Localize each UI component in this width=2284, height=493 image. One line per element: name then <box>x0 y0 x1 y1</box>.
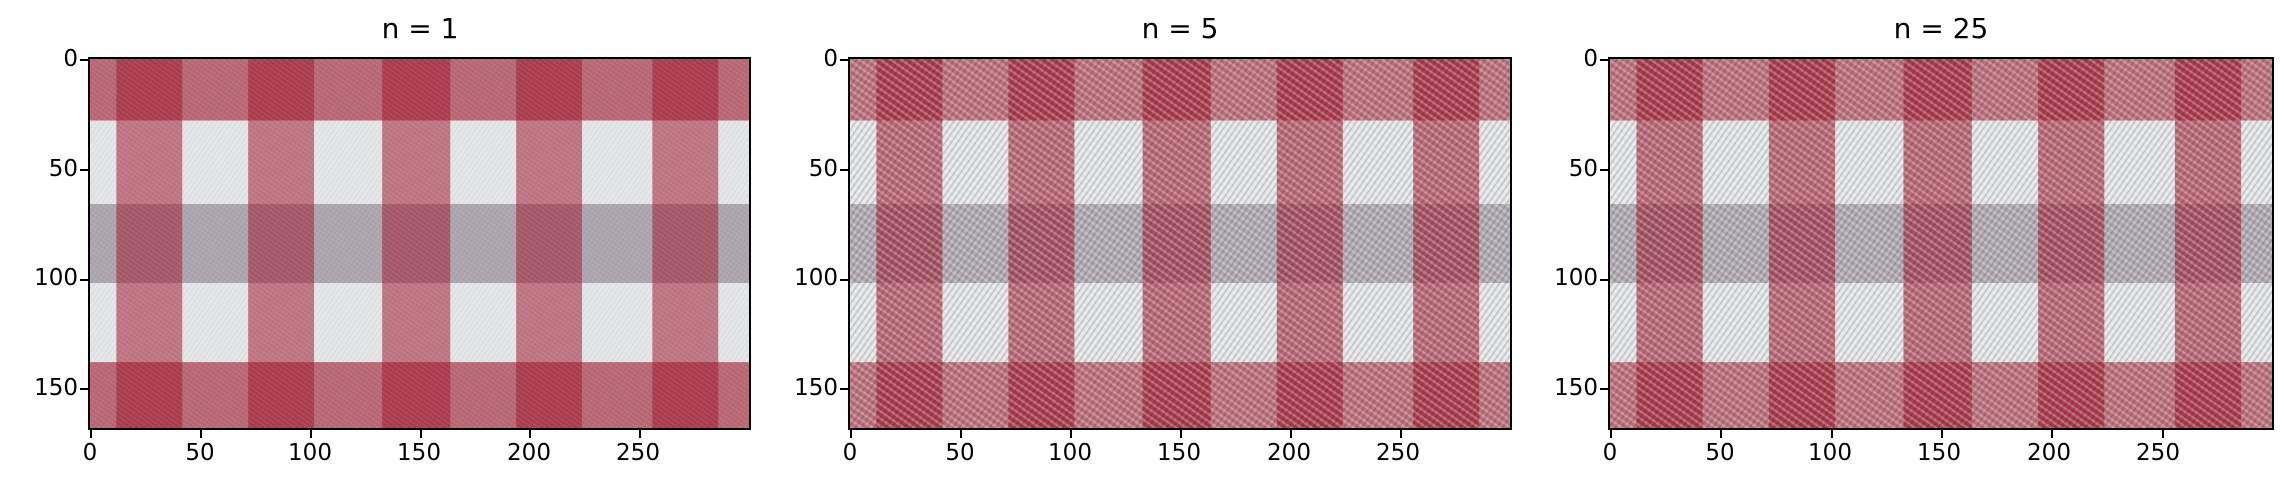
x-tick-mark <box>90 430 92 438</box>
x-tick-label: 250 <box>2136 440 2180 466</box>
y-tick-mark <box>80 59 88 61</box>
x-tick-label: 150 <box>397 440 441 466</box>
x-tick-mark <box>2161 430 2164 438</box>
x-tick-mark <box>1180 430 1182 438</box>
y-tick-mark <box>840 278 848 281</box>
x-tick-mark <box>1830 430 1833 438</box>
y-tick-mark <box>1600 278 1608 281</box>
x-tick-mark <box>1610 430 1612 438</box>
x-tick-label: 100 <box>1808 440 1852 466</box>
x-tick-label: 50 <box>1705 440 1735 466</box>
x-tick-mark <box>1941 430 1943 438</box>
x-tick-mark <box>529 430 532 438</box>
x-tick-mark <box>639 430 642 438</box>
y-tick-label: 50 <box>1568 156 1598 182</box>
weave-texture <box>1610 59 2272 428</box>
y-tick-label: 150 <box>794 375 838 401</box>
x-tick-mark <box>1290 430 1292 438</box>
x-tick-mark <box>960 430 962 438</box>
y-tick-label: 100 <box>794 265 838 291</box>
y-tick-label: 150 <box>34 375 78 401</box>
y-tick-label: 0 <box>63 46 78 72</box>
y-tick-label: 0 <box>823 46 838 72</box>
x-tick-label: 100 <box>1048 440 1092 466</box>
x-tick-label: 50 <box>945 440 975 466</box>
x-tick-label: 250 <box>1376 440 1420 466</box>
y-tick-mark <box>1600 168 1608 171</box>
x-tick-label: 150 <box>1157 440 1201 466</box>
y-tick-mark <box>80 278 88 281</box>
y-tick-label: 100 <box>1554 265 1598 291</box>
y-tick-label: 100 <box>34 265 78 291</box>
y-tick-mark <box>80 168 88 171</box>
weave-texture <box>90 59 749 428</box>
x-tick-mark <box>1400 430 1402 438</box>
panel-title: n = 25 <box>1893 12 1989 45</box>
x-tick-mark <box>850 430 852 438</box>
gingham-image <box>850 59 1510 428</box>
panel-title: n = 1 <box>381 12 459 45</box>
y-tick-label: 0 <box>1583 46 1598 72</box>
x-tick-label: 200 <box>2027 440 2071 466</box>
image-area <box>848 57 1512 430</box>
panel-title: n = 5 <box>1141 12 1219 45</box>
x-tick-label: 50 <box>185 440 215 466</box>
x-tick-label: 200 <box>507 440 551 466</box>
y-tick-mark <box>840 59 848 61</box>
x-tick-mark <box>419 430 422 438</box>
panel-n25: n = 25 0 50 100 150 0 50 100 150 200 250 <box>1520 0 2284 493</box>
x-tick-mark <box>199 430 202 438</box>
gingham-image <box>90 59 749 428</box>
panel-n1: n = 1 0 50 100 150 0 50 100 150 200 250 <box>0 0 760 493</box>
y-tick-label: 150 <box>1554 375 1598 401</box>
x-tick-mark <box>309 430 312 438</box>
panel-n5: n = 5 0 50 100 150 0 50 100 150 200 250 <box>760 0 1520 493</box>
image-area <box>88 57 751 430</box>
x-tick-label: 0 <box>82 440 98 466</box>
x-tick-label: 0 <box>1602 440 1618 466</box>
gingham-image <box>1610 59 2272 428</box>
y-tick-mark <box>80 388 88 391</box>
y-tick-mark <box>840 168 848 171</box>
x-tick-label: 100 <box>288 440 332 466</box>
x-tick-label: 250 <box>616 440 660 466</box>
x-tick-mark <box>2051 430 2054 438</box>
x-tick-label: 0 <box>842 440 858 466</box>
image-area <box>1608 57 2274 430</box>
x-tick-mark <box>1720 430 1723 438</box>
weave-texture <box>850 59 1510 428</box>
y-tick-mark <box>840 388 848 391</box>
y-tick-mark <box>1600 388 1608 391</box>
y-tick-label: 50 <box>48 156 78 182</box>
y-tick-label: 50 <box>808 156 838 182</box>
x-tick-label: 150 <box>1917 440 1961 466</box>
y-tick-mark <box>1600 59 1608 61</box>
x-tick-label: 200 <box>1267 440 1311 466</box>
x-tick-mark <box>1070 430 1072 438</box>
